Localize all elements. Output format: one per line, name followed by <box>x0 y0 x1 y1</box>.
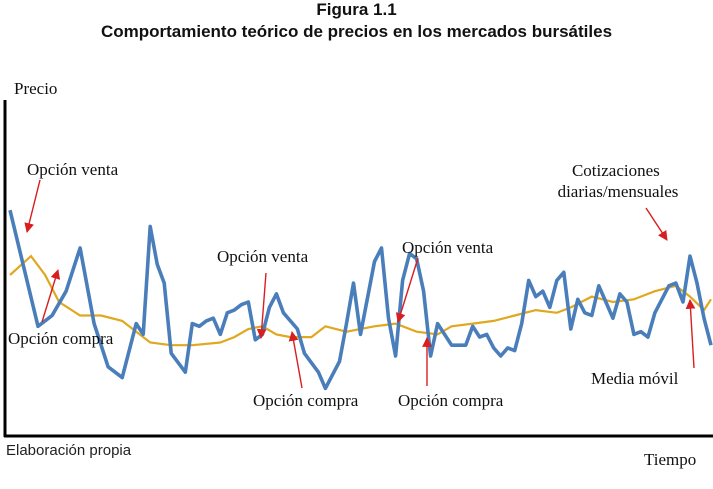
arrow-buy-2 <box>288 331 303 389</box>
x-axis-label: Tiempo <box>644 450 696 469</box>
annotation-sell-3: Opción venta <box>402 238 494 257</box>
arrow-sell-2 <box>256 272 267 339</box>
annotation-buy-3: Opción compra <box>398 391 504 410</box>
annotation-arrows <box>24 179 696 389</box>
figure-title: Comportamiento teórico de precios en los… <box>100 22 613 41</box>
price-line <box>8 209 713 391</box>
arrow-moving-average <box>685 299 696 369</box>
y-axis-label: Precio <box>14 79 57 98</box>
arrow-quotes <box>645 207 668 241</box>
annotation-quotes: Cotizaciones diarias/mensuales <box>558 161 679 201</box>
annotation-moving-average: Media móvil <box>591 369 679 388</box>
source-note: Elaboración propia <box>6 442 132 459</box>
annotation-buy-1: Opción compra <box>8 329 114 348</box>
arrow-buy-1 <box>41 269 61 323</box>
annotation-sell-1: Opción venta <box>27 160 119 179</box>
annotation-buy-2: Opción compra <box>253 391 359 410</box>
arrow-sell-3 <box>395 257 419 323</box>
figure-label: Figura 1.1 <box>316 0 397 19</box>
arrow-sell-1 <box>24 179 41 233</box>
annotation-sell-2: Opción venta <box>217 247 309 266</box>
